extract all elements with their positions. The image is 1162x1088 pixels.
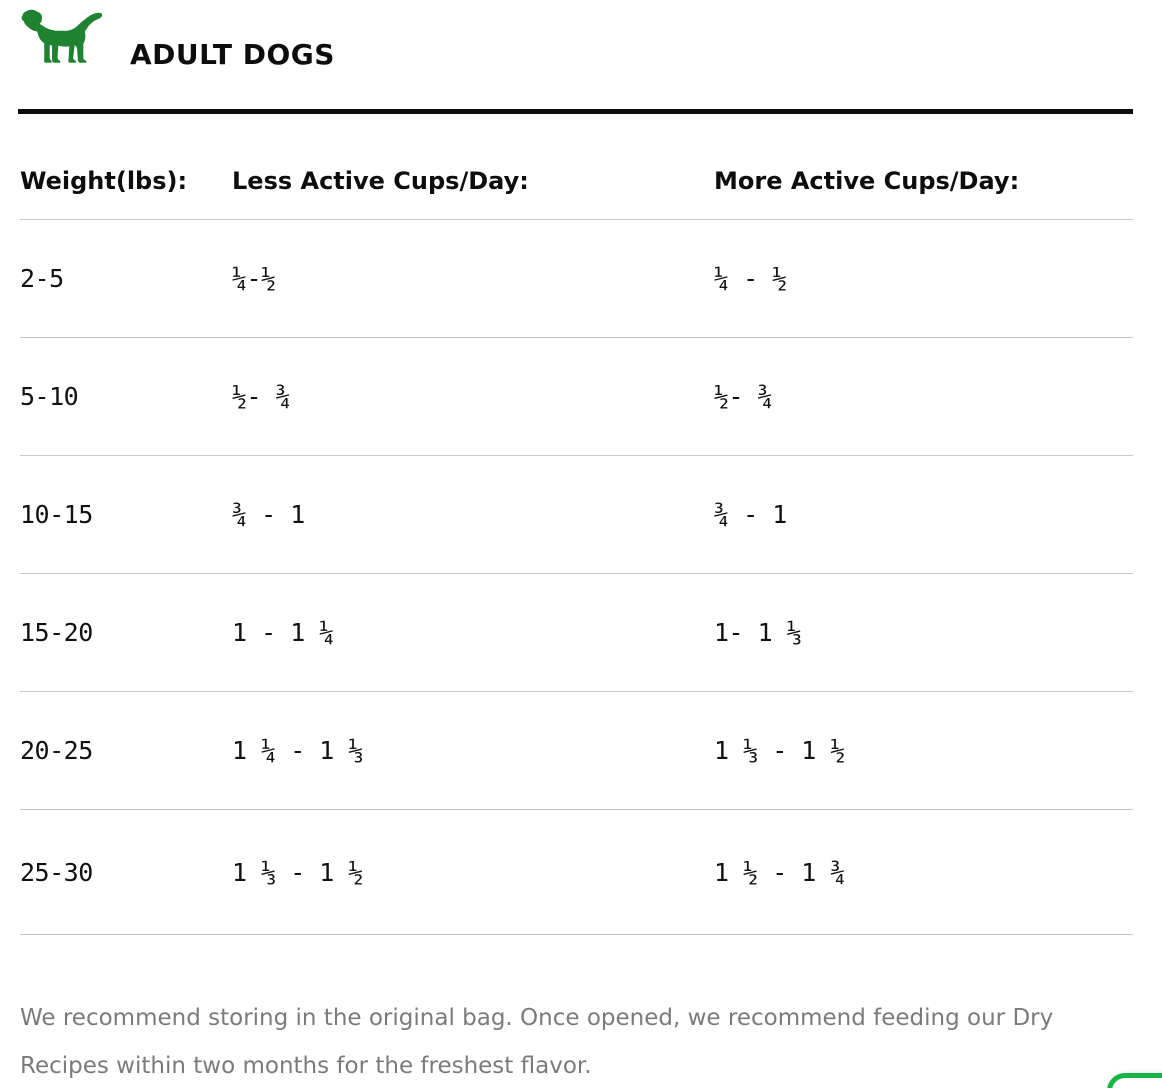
table-row: 20-25 1 ¼ - 1 ⅓ 1 ⅓ - 1 ½: [20, 692, 1133, 810]
column-header-weight: Weight(lbs):: [20, 167, 188, 195]
table-row: 25-30 1 ⅓ - 1 ½ 1 ½ - 1 ¾: [20, 810, 1133, 935]
weight-cell: 15-20: [20, 618, 93, 647]
more-active-cell: ¼ - ½: [714, 264, 787, 293]
weight-cell: 10-15: [20, 500, 93, 529]
dog-icon: [20, 8, 106, 66]
more-active-cell: 1 ⅓ - 1 ½: [714, 736, 845, 765]
column-header-less-active: Less Active Cups/Day:: [232, 167, 529, 195]
table-row: 5-10 ½- ¾ ½- ¾: [20, 338, 1133, 456]
storage-note: We recommend storing in the original bag…: [20, 1005, 1054, 1079]
weight-cell: 2-5: [20, 264, 64, 293]
page-title: ADULT DOGS: [130, 38, 335, 71]
more-active-cell: 1- 1 ⅓: [714, 618, 802, 647]
table-row: 2-5 ¼-½ ¼ - ½: [20, 220, 1133, 338]
weight-cell: 25-30: [20, 857, 93, 887]
less-active-cell: 1 ¼ - 1 ⅓: [232, 736, 363, 765]
feeding-table: Weight(lbs): Less Active Cups/Day: More …: [20, 114, 1133, 935]
header-divider: [18, 109, 1133, 114]
chat-widget-button[interactable]: [1107, 1073, 1162, 1088]
weight-cell: 5-10: [20, 382, 79, 411]
table-header-row: Weight(lbs): Less Active Cups/Day: More …: [20, 114, 1133, 220]
less-active-cell: 1 - 1 ¼: [232, 618, 334, 647]
more-active-cell: ¾ - 1: [714, 500, 787, 529]
table-row: 10-15 ¾ - 1 ¾ - 1: [20, 456, 1133, 574]
less-active-cell: ¼-½: [232, 264, 276, 293]
less-active-cell: 1 ⅓ - 1 ½: [232, 857, 363, 887]
weight-cell: 20-25: [20, 736, 93, 765]
more-active-cell: 1 ½ - 1 ¾: [714, 857, 845, 887]
column-header-more-active: More Active Cups/Day:: [714, 167, 1020, 195]
less-active-cell: ¾ - 1: [232, 500, 305, 529]
more-active-cell: ½- ¾: [714, 382, 773, 411]
table-row: 15-20 1 - 1 ¼ 1- 1 ⅓: [20, 574, 1133, 692]
less-active-cell: ½- ¾: [232, 382, 291, 411]
